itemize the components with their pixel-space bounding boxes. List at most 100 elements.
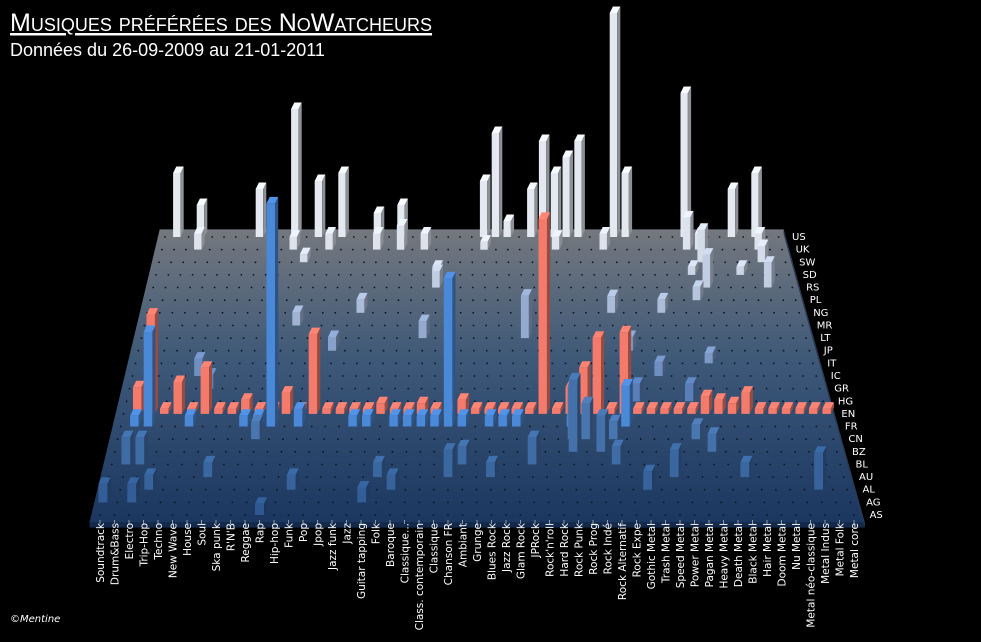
floor-dot [158, 438, 160, 441]
floor-dot [244, 514, 246, 516]
floor-dot [206, 324, 209, 327]
floor-dot [459, 299, 462, 302]
floor-dot [685, 463, 688, 466]
floor-dot [251, 362, 254, 365]
bar-top [420, 227, 432, 234]
bar [251, 414, 263, 440]
floor-dot [216, 274, 218, 276]
bar-front [581, 403, 590, 440]
floor-dot [756, 349, 759, 352]
bar-front [657, 299, 666, 313]
bar-top [194, 227, 205, 234]
floor-dot [242, 261, 245, 264]
bar-side [614, 402, 618, 414]
floor-dot [171, 438, 174, 441]
floor-dot [782, 400, 784, 403]
floor-dot [563, 349, 566, 352]
bar-top [660, 402, 672, 409]
floor-dot [697, 450, 699, 453]
bar [704, 346, 716, 364]
floor-dot [662, 324, 665, 327]
floor-dot [715, 337, 718, 339]
bar [420, 227, 432, 250]
bar-front [144, 474, 154, 490]
floor-dot [720, 501, 723, 504]
floor-dot [472, 311, 475, 314]
floor-dot [204, 488, 207, 491]
floor-dot [279, 349, 282, 352]
bar-top [574, 134, 585, 141]
floor-dot [683, 299, 685, 302]
bar-top [133, 380, 145, 388]
bar [520, 289, 532, 339]
bar-side [452, 443, 456, 478]
x-tick-label: Nu Metal [791, 523, 803, 570]
bar-top [130, 409, 142, 416]
floor-dot [551, 362, 554, 365]
floor-dot [305, 476, 308, 478]
floor-dot [511, 337, 513, 339]
floor-dot [504, 488, 506, 491]
floor-dot [290, 261, 293, 264]
floor-dot [835, 501, 838, 504]
bar [606, 402, 618, 414]
bar [389, 409, 401, 427]
bar-front [376, 403, 385, 414]
floor-dot [422, 286, 425, 289]
floor-dot [762, 375, 765, 377]
floor-dot [806, 501, 809, 504]
bar-top [552, 402, 564, 409]
bar [457, 393, 469, 414]
floor-dot [226, 438, 229, 441]
bar-front [484, 415, 494, 427]
floor-dot [635, 311, 638, 314]
bar-side [136, 477, 140, 503]
floor-dot [358, 324, 361, 327]
floor-dot [552, 375, 555, 377]
bar-top [241, 393, 253, 400]
bar-front [654, 362, 663, 376]
bar-side [370, 409, 374, 427]
floor-dot [665, 425, 668, 428]
floor-dot [838, 514, 841, 516]
floor-dot [805, 337, 807, 339]
floor-dot [597, 311, 600, 314]
x-tick-label: Jazz funk [327, 522, 339, 571]
floor-dot [119, 488, 122, 491]
floor-dot [369, 362, 371, 365]
bar-front [200, 367, 209, 414]
series-label: LT [820, 333, 831, 344]
bar-side [366, 481, 370, 503]
bar [291, 102, 302, 237]
bar-front [214, 408, 223, 414]
bar [633, 402, 645, 414]
floor-dot [407, 387, 410, 390]
bar-side [426, 314, 430, 339]
bar [130, 409, 142, 427]
bar-side [577, 372, 581, 452]
floor-dot [779, 286, 781, 289]
x-tick-label: Gothic Metal [646, 523, 658, 589]
floor-dot [447, 248, 450, 251]
bar [525, 402, 537, 414]
bar-top [606, 402, 618, 409]
bar-front [562, 157, 570, 237]
floor-dot [408, 337, 411, 339]
floor-dot [755, 463, 758, 466]
floor-dot [344, 349, 346, 352]
bar-top [654, 355, 666, 363]
floor-dot [113, 514, 116, 516]
floor-dot [509, 311, 512, 314]
bar [607, 289, 619, 313]
floor-dot [613, 337, 616, 339]
bar-top [763, 256, 775, 263]
floor-dot [781, 248, 783, 251]
floor-dot [788, 274, 790, 276]
bar-side [130, 430, 134, 465]
floor-dot [520, 274, 523, 276]
bar [357, 481, 370, 503]
floor-dot [395, 362, 397, 365]
floor-dot [303, 362, 306, 365]
floor-dot [639, 337, 641, 339]
bar [200, 361, 213, 414]
